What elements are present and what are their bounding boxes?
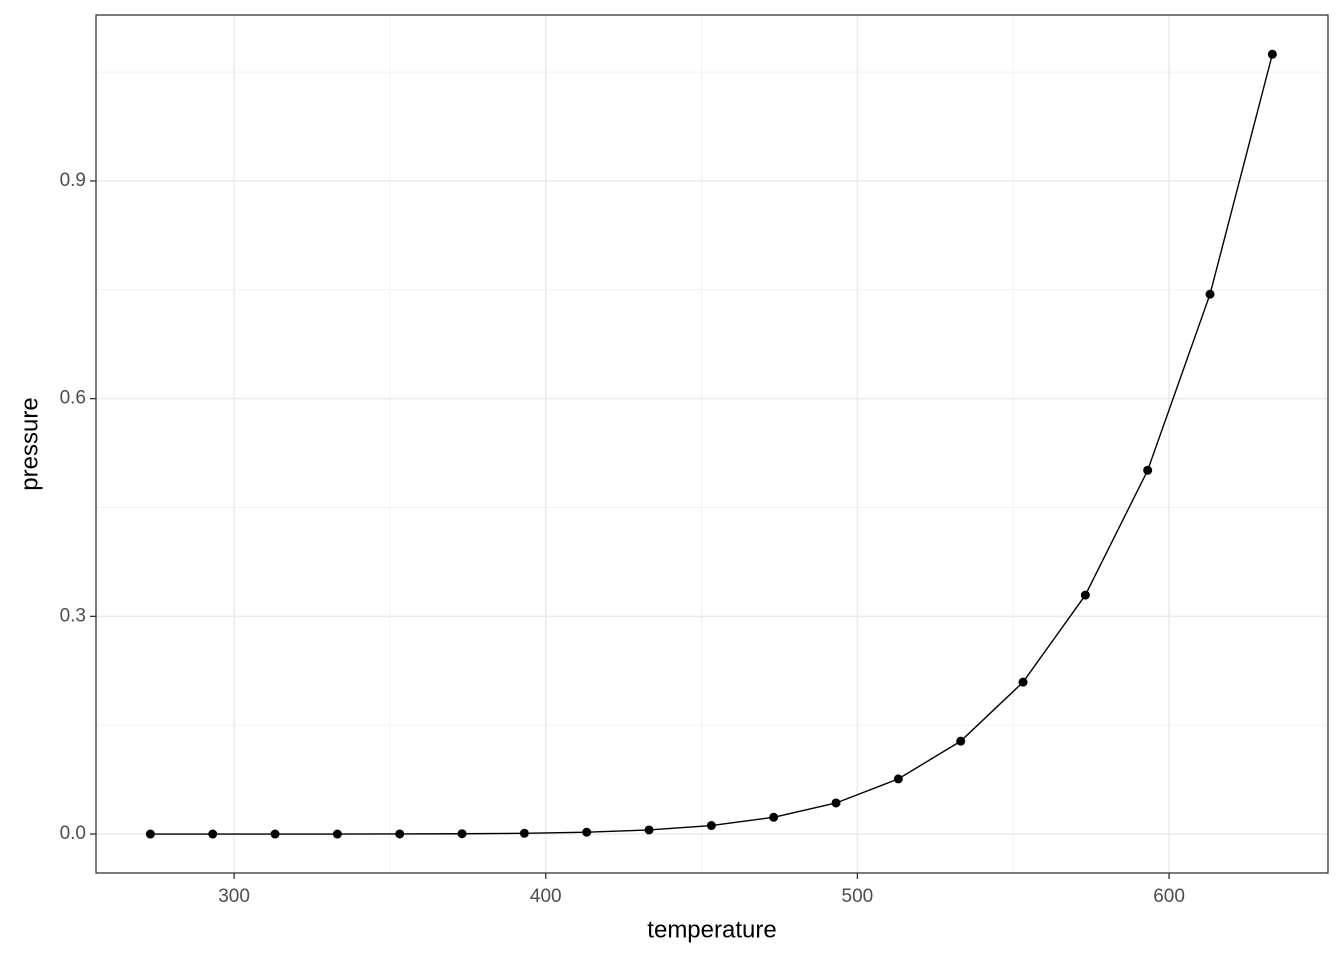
point bbox=[893, 774, 903, 784]
x-tick-label: 300 bbox=[218, 886, 250, 907]
axes: 300 400 500 600 0.0 0.3 0.6 0.9 bbox=[60, 170, 1185, 907]
point bbox=[519, 828, 529, 838]
point bbox=[395, 829, 405, 839]
point bbox=[145, 829, 155, 839]
point bbox=[706, 821, 716, 831]
point bbox=[1143, 465, 1153, 475]
point bbox=[457, 829, 467, 839]
point bbox=[582, 827, 592, 837]
x-axis-title: temperature bbox=[647, 916, 776, 943]
point bbox=[1267, 49, 1277, 59]
y-tick-label: 0.0 bbox=[60, 823, 86, 844]
y-axis-title: pressure bbox=[16, 397, 43, 490]
point bbox=[1080, 590, 1090, 600]
point bbox=[956, 736, 966, 746]
point bbox=[1018, 677, 1028, 687]
point bbox=[208, 829, 218, 839]
panel-border bbox=[95, 14, 1329, 874]
x-tick-label: 500 bbox=[842, 886, 874, 907]
point bbox=[270, 829, 280, 839]
point bbox=[1205, 289, 1215, 299]
point bbox=[831, 798, 841, 808]
x-tick-label: 400 bbox=[530, 886, 562, 907]
y-tick-label: 0.9 bbox=[60, 170, 86, 191]
grid bbox=[96, 15, 1328, 873]
point bbox=[644, 825, 654, 835]
y-tick-label: 0.6 bbox=[60, 388, 86, 409]
x-tick-label: 600 bbox=[1153, 886, 1185, 907]
plot-area bbox=[145, 49, 1277, 839]
y-tick-label: 0.3 bbox=[60, 605, 86, 626]
point bbox=[332, 829, 342, 839]
point bbox=[769, 812, 779, 822]
